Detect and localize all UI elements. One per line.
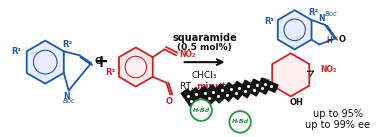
Text: R³: R³ [105,68,116,77]
Text: squaramide: squaramide [172,33,237,43]
Text: R³: R³ [260,78,271,87]
Text: RT,: RT, [180,82,197,91]
Text: (0.5 mol%): (0.5 mol%) [177,43,232,52]
Text: CHCl₃: CHCl₃ [192,71,217,80]
Polygon shape [241,80,260,96]
Text: O: O [95,57,103,66]
Polygon shape [190,88,207,106]
Text: OH: OH [290,98,304,107]
Text: R²: R² [308,8,319,17]
Text: NO₂: NO₂ [179,50,195,59]
Polygon shape [232,81,251,98]
Text: up to 95%: up to 95% [313,109,363,119]
Polygon shape [198,86,216,105]
Text: R¹: R¹ [11,47,21,56]
Text: N: N [319,14,325,23]
Polygon shape [272,53,309,96]
Text: minutes: minutes [197,82,238,91]
Polygon shape [207,85,225,103]
Text: Boc: Boc [325,11,338,17]
Text: N: N [64,92,70,101]
Polygon shape [27,41,64,84]
Polygon shape [181,89,198,108]
Text: H-Bd: H-Bd [192,108,210,113]
Polygon shape [224,83,243,99]
Text: H-Bd: H-Bd [232,119,249,124]
Text: NO₂: NO₂ [320,65,336,75]
Polygon shape [278,10,311,49]
Polygon shape [215,84,234,101]
Text: +: + [93,53,108,71]
Text: up to 99% ee: up to 99% ee [305,120,370,130]
Text: Boc: Boc [63,98,76,104]
Polygon shape [259,78,278,92]
Text: O: O [166,97,173,106]
Polygon shape [119,47,153,87]
Circle shape [229,111,251,133]
Text: O: O [339,35,346,44]
Text: R²: R² [63,40,73,49]
Polygon shape [250,79,269,94]
Text: R¹: R¹ [264,17,274,26]
Text: H: H [326,36,332,45]
Circle shape [191,99,212,121]
